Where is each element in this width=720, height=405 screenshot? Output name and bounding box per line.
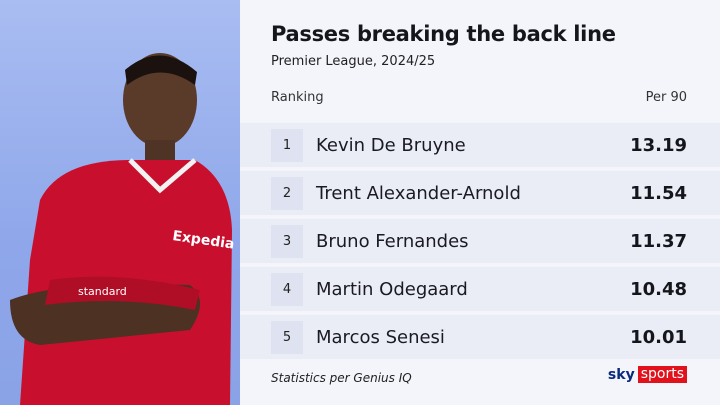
chart-title: Passes breaking the back line: [271, 22, 616, 46]
player-image: Expedia standard: [10, 53, 235, 405]
rank-badge: 5: [271, 320, 303, 354]
player-name: Kevin De Bruyne: [316, 134, 466, 156]
table-row: 1 Kevin De Bruyne 13.19: [240, 123, 720, 167]
per90-value: 10.01: [630, 326, 687, 348]
logo-sky: sky: [607, 366, 635, 383]
logo-sports: sports: [637, 366, 687, 383]
per90-value: 11.54: [630, 182, 687, 204]
table-row: 4 Martin Odegaard 10.48: [240, 267, 720, 311]
player-photo: Expedia standard: [0, 0, 240, 405]
rank-badge: 4: [271, 272, 303, 306]
table-row: 5 Marcos Senesi 10.01: [240, 315, 720, 359]
per90-header: Per 90: [645, 90, 687, 105]
per90-value: 11.37: [630, 230, 687, 252]
per90-value: 13.19: [630, 134, 687, 156]
player-name: Trent Alexander-Arnold: [316, 182, 521, 204]
rank-badge: 2: [271, 176, 303, 210]
source-footnote: Statistics per Genius IQ: [271, 371, 412, 385]
stats-panel: Passes breaking the back line Premier Le…: [240, 0, 720, 405]
player-name: Marcos Senesi: [316, 326, 445, 348]
player-name: Bruno Fernandes: [316, 230, 469, 252]
sleeve-text: standard: [78, 285, 127, 298]
rank-badge: 3: [271, 224, 303, 258]
player-name: Martin Odegaard: [316, 278, 468, 300]
chart-subtitle: Premier League, 2024/25: [271, 54, 436, 69]
table-row: 2 Trent Alexander-Arnold 11.54: [240, 171, 720, 215]
sky-sports-logo: sky sports: [608, 366, 687, 383]
rank-badge: 1: [271, 128, 303, 162]
table-row: 3 Bruno Fernandes 11.37: [240, 219, 720, 263]
per90-value: 10.48: [630, 278, 687, 300]
ranking-header: Ranking: [271, 90, 324, 105]
